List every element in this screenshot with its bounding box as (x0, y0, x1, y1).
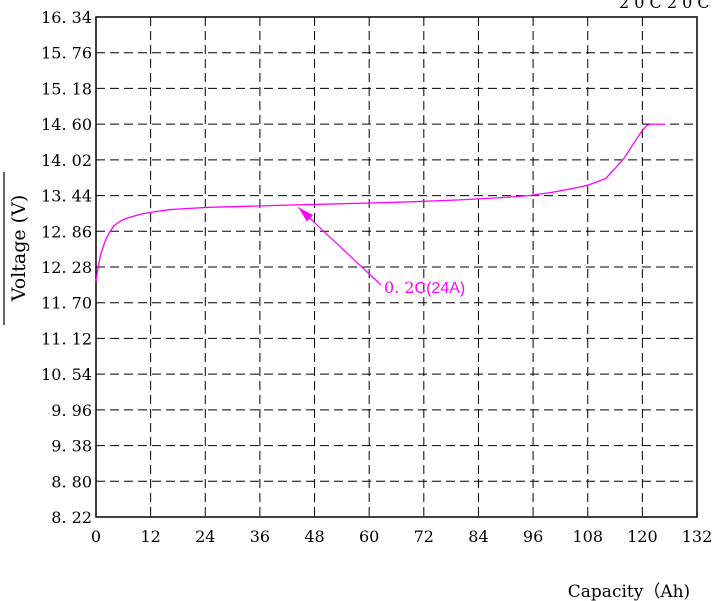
x-tick-label: 72 (414, 527, 434, 546)
x-tick-label: 108 (572, 527, 603, 546)
voltage-curve (95, 123, 666, 282)
y-tick-label: 16. 34 (41, 8, 92, 27)
x-tick-label: 12 (140, 527, 160, 546)
x-tick-label: 132 (682, 527, 713, 546)
y-tick-label: 14. 02 (41, 151, 92, 170)
x-tick-label: 36 (250, 527, 270, 546)
grid (96, 17, 697, 517)
y-tick-label: 15. 18 (41, 79, 92, 98)
x-tick-label: 60 (359, 527, 379, 546)
annotation-arrowhead (298, 207, 314, 222)
x-tick-label: 96 (523, 527, 543, 546)
corner-text: 2 0 C 2 0 C (619, 0, 710, 12)
y-tick-label: 10. 54 (41, 365, 92, 384)
y-axis-label: Voltage (V) (8, 195, 30, 302)
y-tick-label: 9. 38 (51, 437, 92, 456)
y-tick-label: 8. 80 (51, 472, 92, 491)
annotation-arrow-shaft (297, 206, 382, 286)
x-axis-ticks: 0 12 24 36 48 60 72 84 96 108 120 132 (91, 527, 712, 546)
y-tick-label: 12. 86 (41, 222, 92, 241)
y-axis-ticks: 8. 22 8. 80 9. 38 9. 96 10. 54 11. 12 11. 70 12… (41, 8, 92, 527)
x-axis-label: Capacity（Ah) (568, 582, 690, 601)
annotation-arrow (297, 206, 382, 286)
y-tick-label: 12. 28 (41, 258, 92, 277)
annotation-label-current: C(24A) (415, 280, 466, 297)
y-tick-label: 9. 96 (51, 401, 92, 420)
y-tick-label: 13. 44 (41, 187, 92, 206)
y-axis-label-group: Voltage (V) (8, 195, 30, 302)
x-tick-label: 0 (91, 527, 101, 546)
y-tick-label: 11. 12 (41, 329, 92, 348)
y-tick-label: 8. 22 (51, 508, 92, 527)
x-tick-label: 120 (627, 527, 658, 546)
annotation-label: 0. 2C(24A) (384, 278, 465, 297)
x-tick-label: 84 (468, 527, 488, 546)
y-tick-label: 15. 76 (41, 44, 92, 63)
annotation-label-rate: 0. 2 (384, 278, 415, 297)
x-tick-label: 24 (195, 527, 215, 546)
y-tick-label: 11. 70 (41, 294, 92, 313)
y-tick-label: 14. 60 (41, 115, 92, 134)
x-tick-label: 48 (304, 527, 324, 546)
